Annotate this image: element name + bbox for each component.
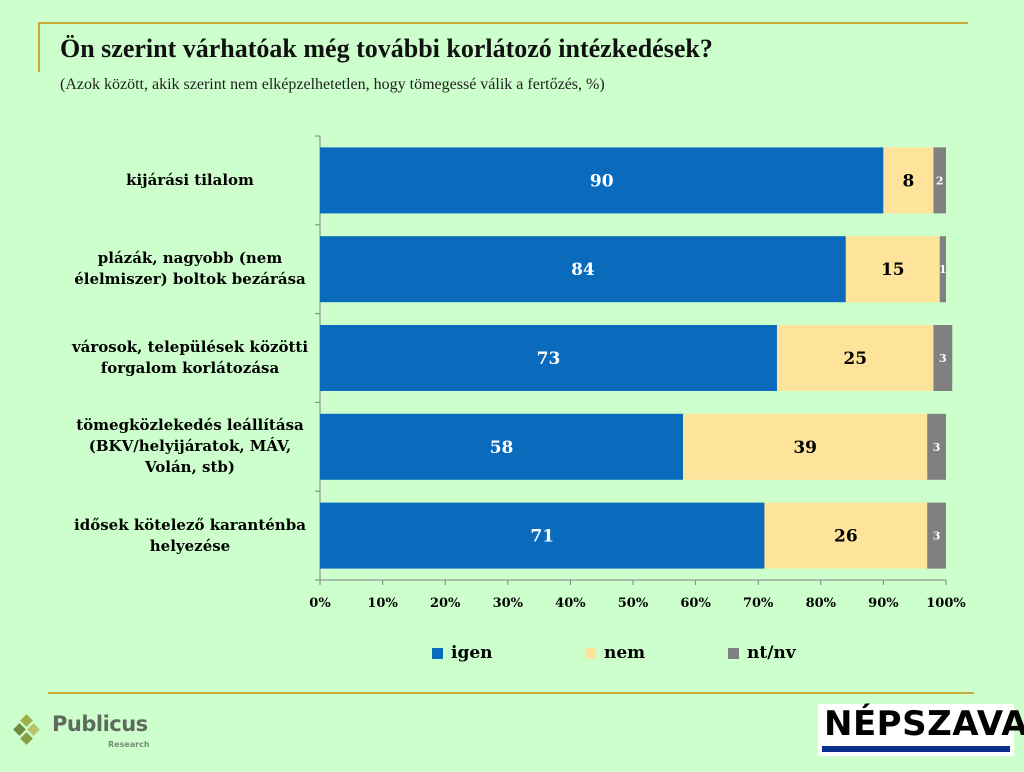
data-label: 8 [903,171,915,191]
category-label-line: idősek kötelező karanténba [74,515,306,534]
legend-swatch [728,647,739,659]
legend-item: nem [585,643,645,663]
bar-segment-nem [845,236,940,303]
x-tick-label: 50% [618,596,649,611]
nepszava-logo-text: NÉPSZAVA [824,704,1024,744]
x-tick-label: 0% [309,596,331,611]
x-tick-label: 30% [493,596,524,611]
legend-item: nt/nv [728,643,796,663]
bar-segment-nt-nv [927,413,946,480]
category-label: kijárási tilalom [70,170,310,191]
legend-label: nem [604,643,646,663]
publicus-logo-text: Publicus [52,712,148,736]
bottom-rule [48,692,974,694]
data-label: 3 [933,530,941,543]
data-label: 3 [933,441,941,454]
data-label: 84 [571,260,595,280]
stacked-bar-chart: 0% 10% 20% 30% 40% 50% 60% 70% 80% 90% 100% 90 8 2 84 1… [309,135,966,611]
legend-item: igen [432,643,493,663]
bar-segment-igen [320,502,765,569]
legend-label: nt/nv [747,643,796,663]
data-label: 90 [590,171,614,191]
data-label: 26 [834,527,858,547]
category-label-line: plázák, nagyobb (nem [97,249,283,268]
bar-segment-nt-nv [939,236,946,303]
bar-segment-nem [776,325,934,391]
nepszava-logo: NÉPSZAVA [818,704,1024,756]
data-label: 39 [793,438,817,458]
category-label-line: forgalom korlátozása [100,359,280,377]
category-label-line: élelmiszer) boltok bezárása [74,270,306,289]
legend-label: igen [451,643,493,663]
bar-segment-igen [320,236,846,303]
bar-segment-igen [320,147,884,214]
x-tick-label: 20% [430,596,461,611]
publicus-logo: Publicus Research [12,712,172,762]
data-label: 15 [881,260,905,280]
bar-segment-nem [883,147,934,214]
publicus-diamond-icon [13,714,40,745]
bar-segment-igen [320,325,777,391]
bar-segment-nt-nv [927,502,946,569]
nepszava-logo-strip [822,746,1010,752]
x-tick-label: 80% [806,596,837,611]
bar-segment-igen [320,413,684,480]
data-label: 3 [939,352,947,365]
category-label-line: kijárási tilalom [126,170,254,189]
bar-segment-nem [683,413,928,480]
x-tick-label: 40% [555,596,586,611]
top-rule [38,22,968,24]
category-label-line: tömegközlekedés leállítása [76,416,304,435]
category-label-line: Volán, stb) [145,458,235,477]
bar-segment-nt-nv [933,325,953,391]
category-label-line: (BKV/helyijáratok, MÁV, [88,437,292,456]
publicus-logo-subtext: Research [108,740,150,749]
x-tick-label: 70% [743,596,774,611]
legend-swatch [585,647,596,659]
bar-segment-nt-nv [933,147,946,214]
data-label: 2 [936,174,944,187]
x-tick-label: 100% [926,596,966,611]
legend: igen nem nt/nv [0,643,1024,667]
chart-title: Ön szerint várhatóak még további korláto… [60,34,713,63]
data-label: 71 [530,527,554,547]
chart-subtitle: (Azok között, akik szerint nem elképzelh… [60,76,605,93]
category-label: plázák, nagyobb (nem élelmiszer) boltok b… [70,248,310,290]
data-label: 73 [537,349,561,369]
category-label: idősek kötelező karanténba helyezése [70,515,310,557]
category-label: tömegközlekedés leállítása (BKV/helyijára… [70,415,310,478]
category-label-line: városok, települések közötti [71,338,309,356]
x-tick-label: 10% [367,596,398,611]
data-label: 58 [490,438,514,458]
bar-segment-nem [764,502,928,569]
x-tick-label: 60% [680,596,711,611]
data-label: 25 [843,349,867,369]
category-label: városok, települések közötti forgalom kor… [70,337,310,379]
left-rule [38,22,40,72]
x-tick-label: 90% [868,596,899,611]
legend-swatch [432,647,443,659]
category-label-line: helyezése [149,536,231,555]
data-label: 1 [939,263,947,276]
